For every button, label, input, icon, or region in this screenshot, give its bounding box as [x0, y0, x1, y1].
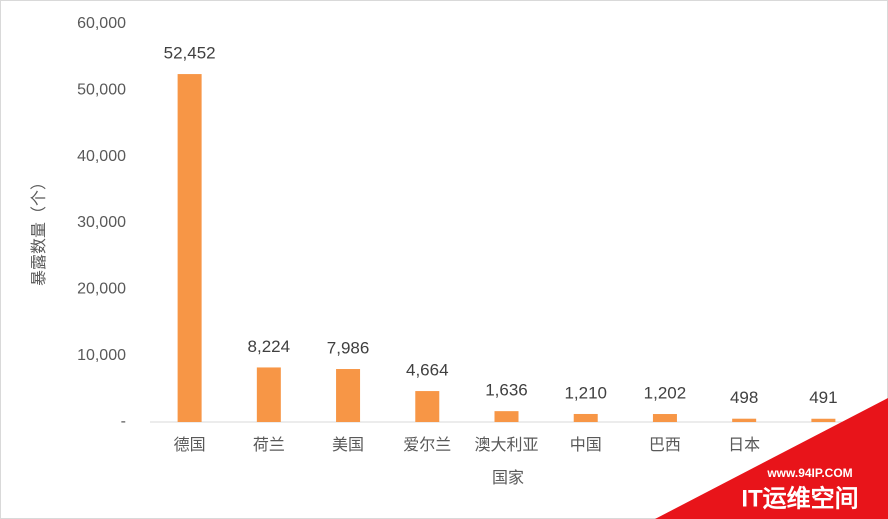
- watermark-badge: [655, 398, 888, 519]
- data-label: 491: [809, 388, 837, 407]
- data-label: 498: [730, 388, 758, 407]
- y-tick-label: 20,000: [77, 281, 126, 298]
- y-tick-label: 10,000: [77, 347, 126, 364]
- bar: [415, 391, 440, 422]
- y-tick-label: 60,000: [77, 15, 126, 32]
- data-label: 52,452: [164, 44, 216, 63]
- x-tick-label: 澳大利亚: [474, 436, 538, 454]
- bar: [573, 413, 598, 422]
- x-tick-label: 爱尔兰: [403, 436, 451, 454]
- bar: [494, 411, 519, 422]
- watermark-url: www.94IP.COM: [766, 466, 852, 480]
- x-tick-label: 日本: [728, 436, 760, 454]
- plot: - 10,000 20,000 30,000 40,000 50,000 60,000 德国 5…: [77, 15, 838, 454]
- y-axis-title: 暴露数量（个）: [30, 174, 48, 286]
- y-tick-label: 50,000: [77, 82, 126, 99]
- watermark-text: IT运维空间: [741, 484, 858, 512]
- x-axis-title: 国家: [492, 469, 524, 487]
- bar: [177, 74, 202, 423]
- x-tick-label: 德国: [174, 436, 206, 454]
- data-label: 8,224: [248, 337, 291, 356]
- x-tick-label: 巴西: [649, 437, 681, 454]
- y-tick-label: 30,000: [77, 214, 126, 231]
- bar: [256, 367, 281, 422]
- data-label: 1,210: [564, 383, 607, 402]
- y-tick-label: -: [121, 413, 126, 430]
- x-tick-label: 中国: [570, 436, 602, 454]
- bar: [652, 414, 677, 422]
- data-label: 7,986: [327, 339, 370, 358]
- y-tick-label: 40,000: [77, 148, 126, 165]
- x-tick-label: 荷兰: [253, 436, 285, 454]
- x-tick-label: 美国: [332, 436, 364, 454]
- bar: [811, 418, 836, 422]
- data-label: 4,664: [406, 361, 449, 380]
- data-label: 1,636: [485, 381, 528, 400]
- bar: [336, 369, 361, 422]
- bar: [732, 418, 757, 422]
- data-label: 1,202: [644, 384, 687, 403]
